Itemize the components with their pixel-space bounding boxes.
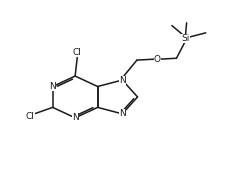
Text: N: N: [72, 113, 79, 122]
Text: N: N: [119, 76, 126, 85]
Text: N: N: [49, 82, 56, 91]
Text: N: N: [119, 109, 126, 118]
Text: Si: Si: [181, 34, 190, 43]
Text: Cl: Cl: [73, 48, 82, 57]
Text: O: O: [154, 55, 161, 64]
Text: Cl: Cl: [26, 112, 35, 121]
